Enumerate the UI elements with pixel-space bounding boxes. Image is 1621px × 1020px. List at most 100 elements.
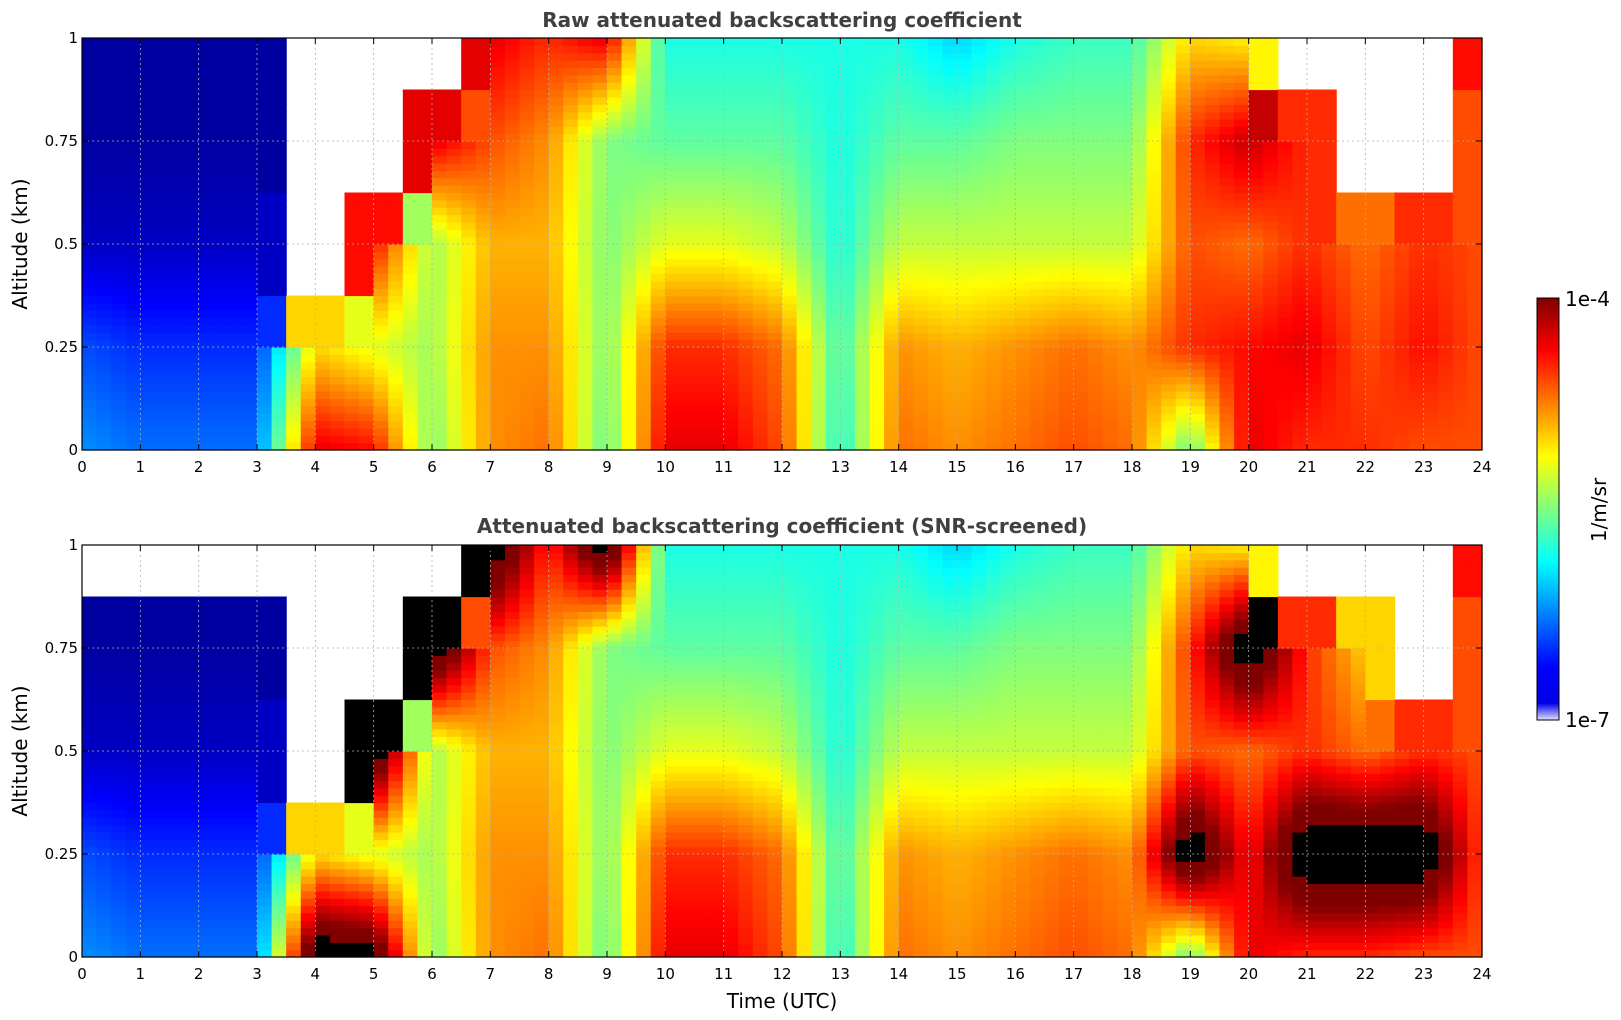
heatmap-cell: [1263, 354, 1279, 363]
heatmap-cell: [577, 398, 594, 407]
heatmap-cell: [1438, 244, 1454, 252]
heatmap-cell: [1409, 199, 1425, 208]
heatmap-cell: [1467, 324, 1483, 333]
heatmap-cell: [679, 258, 696, 267]
heatmap-cell: [344, 295, 360, 304]
heatmap-cell: [1452, 251, 1469, 260]
heatmap-cell: [913, 163, 929, 172]
heatmap-cell: [709, 339, 725, 348]
heatmap-cell: [1394, 280, 1410, 289]
heatmap-cell: [169, 133, 185, 142]
heatmap-cell: [913, 177, 929, 186]
heatmap-cell: [1088, 126, 1104, 135]
heatmap-cell: [694, 383, 710, 392]
heatmap-cell: [242, 317, 258, 326]
heatmap-cell: [1379, 361, 1396, 370]
heatmap-cell: [475, 45, 491, 54]
heatmap-cell: [971, 141, 987, 149]
heatmap-cell: [1088, 229, 1104, 238]
heatmap-cell: [461, 148, 477, 157]
heatmap-cell: [1452, 273, 1469, 282]
heatmap-cell: [840, 420, 856, 429]
heatmap-cell: [840, 163, 856, 172]
heatmap-cell: [461, 126, 477, 135]
heatmap-cell: [257, 60, 273, 69]
heatmap-cell: [242, 45, 258, 54]
heatmap-cell: [1321, 376, 1337, 385]
heatmap-cell: [1307, 420, 1323, 429]
heatmap-cell: [563, 52, 579, 61]
heatmap-cell: [636, 288, 652, 297]
heatmap-cell: [490, 280, 506, 289]
heatmap-cell: [1263, 302, 1279, 311]
heatmap-cell: [1321, 214, 1337, 223]
heatmap-cell: [607, 244, 623, 252]
heatmap-cell: [1102, 427, 1119, 436]
heatmap-cell: [490, 420, 506, 429]
heatmap-cell: [315, 376, 331, 385]
heatmap-cell: [315, 302, 331, 311]
heatmap-cell: [548, 236, 564, 245]
heatmap-cell: [723, 38, 739, 46]
heatmap-cell: [577, 332, 594, 341]
heatmap-cell: [1409, 236, 1425, 245]
heatmap-cell: [1423, 214, 1439, 223]
heatmap-cell: [957, 52, 973, 61]
heatmap-cell: [1263, 45, 1279, 54]
x-tick-label: 0: [77, 458, 87, 476]
heatmap-cell: [723, 192, 739, 201]
heatmap-cell: [432, 413, 448, 422]
heatmap-cell: [942, 288, 958, 297]
heatmap-cell: [1059, 258, 1075, 267]
heatmap-cell: [140, 111, 156, 120]
heatmap-cell: [169, 199, 185, 208]
heatmap-cell: [1132, 369, 1148, 378]
heatmap-cell: [1467, 435, 1483, 444]
heatmap-cell: [1263, 141, 1279, 149]
heatmap-cell: [1321, 258, 1337, 267]
heatmap-cell: [213, 310, 229, 319]
heatmap-cell: [1394, 214, 1410, 223]
heatmap-cell: [242, 133, 258, 142]
heatmap-cell: [577, 104, 594, 113]
heatmap-cell: [140, 413, 156, 422]
heatmap-cell: [811, 111, 827, 120]
heatmap-cell: [1219, 361, 1235, 370]
heatmap-cell: [767, 420, 783, 429]
heatmap-cell: [1088, 104, 1104, 113]
heatmap-cell: [986, 111, 1002, 120]
heatmap-cell: [82, 310, 98, 319]
heatmap-cell: [446, 185, 462, 194]
heatmap-cell: [621, 89, 637, 98]
heatmap-cell: [1219, 280, 1235, 289]
heatmap-cell: [679, 199, 696, 208]
heatmap-cell: [1175, 280, 1191, 289]
heatmap-cell: [811, 67, 827, 76]
heatmap-cell: [1350, 332, 1366, 341]
heatmap-cell: [621, 118, 637, 127]
heatmap-cell: [1000, 214, 1016, 223]
heatmap-cell: [534, 126, 550, 135]
heatmap-cell: [884, 435, 900, 444]
heatmap-cell: [709, 317, 725, 326]
heatmap-cell: [957, 82, 973, 91]
heatmap-cell: [475, 332, 491, 341]
heatmap-cell: [723, 383, 739, 392]
heatmap-cell: [519, 148, 535, 157]
heatmap-cell: [1161, 111, 1177, 120]
heatmap-cell: [898, 295, 914, 304]
heatmap-cell: [271, 413, 287, 422]
heatmap-cell: [898, 361, 914, 370]
heatmap-cell: [1336, 413, 1352, 422]
heatmap-cell: [1088, 413, 1104, 422]
heatmap-cell: [271, 60, 287, 69]
heatmap-cell: [402, 369, 419, 378]
heatmap-cell: [884, 45, 900, 54]
heatmap-cell: [840, 347, 856, 355]
heatmap-cell: [388, 324, 404, 333]
heatmap-cell: [986, 244, 1002, 252]
heatmap-cell: [1132, 67, 1148, 76]
heatmap-cell: [1161, 170, 1177, 179]
heatmap-cell: [1365, 302, 1381, 311]
heatmap-cell: [1321, 339, 1337, 348]
